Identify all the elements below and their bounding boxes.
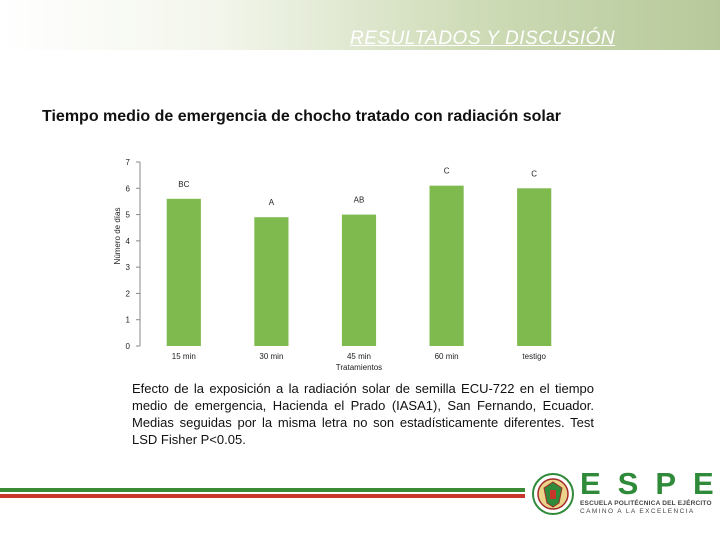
bar — [341, 214, 377, 346]
x-tick-label: 15 min — [172, 352, 196, 361]
x-tick-label: testigo — [522, 352, 546, 361]
y-tick-labels: 0 1 2 3 4 5 6 7 — [126, 158, 140, 351]
y-tick-label: 1 — [126, 316, 131, 325]
x-axis-label: Tratamientos — [336, 363, 382, 372]
bar-chart: 0 1 2 3 4 5 6 7 BC A AB C C 15 min 30 min 45 min 60 mi… — [113, 158, 552, 372]
header-band — [0, 0, 720, 50]
bar — [166, 198, 201, 346]
bar-data-labels: BC A AB C C — [178, 167, 537, 208]
x-tick-label: 30 min — [259, 352, 283, 361]
figure-caption: Efecto de la exposición a la radiación s… — [132, 381, 594, 447]
bar-data-label: C — [531, 169, 537, 178]
y-tick-label: 0 — [126, 342, 131, 351]
y-axis-label: Número de días — [113, 208, 122, 265]
footer-stripes — [0, 488, 525, 502]
espe-logo: ESPE ESCUELA POLITÉCNICA DEL EJÉRCITO CA… — [532, 466, 714, 526]
bar-data-label: C — [444, 167, 450, 176]
y-tick-label: 2 — [126, 289, 131, 298]
x-tick-label: 45 min — [347, 352, 371, 361]
logo-motto: CAMINO A LA EXCELENCIA — [580, 508, 695, 515]
bar — [429, 185, 464, 346]
y-tick-label: 4 — [126, 237, 131, 246]
y-tick-label: 3 — [126, 263, 131, 272]
bar-data-label: BC — [178, 180, 189, 189]
bar-data-label: AB — [354, 196, 365, 205]
x-tick-labels: 15 min 30 min 45 min 60 min testigo — [172, 352, 547, 361]
bar — [254, 217, 289, 346]
y-tick-label: 7 — [126, 158, 131, 167]
logo-subtitle: ESCUELA POLITÉCNICA DEL EJÉRCITO — [580, 500, 712, 507]
bars — [166, 185, 552, 346]
header-title: RESULTADOS Y DISCUSIÓN — [350, 28, 616, 49]
y-tick-label: 6 — [126, 184, 131, 193]
bar-data-label: A — [269, 198, 275, 207]
x-tick-label: 60 min — [435, 352, 459, 361]
logo-wordmark: ESPE — [580, 466, 720, 501]
y-tick-label: 5 — [126, 211, 131, 220]
university-seal-icon — [532, 473, 574, 515]
slide-title: Tiempo medio de emergencia de chocho tra… — [42, 108, 561, 125]
bar — [517, 188, 552, 346]
